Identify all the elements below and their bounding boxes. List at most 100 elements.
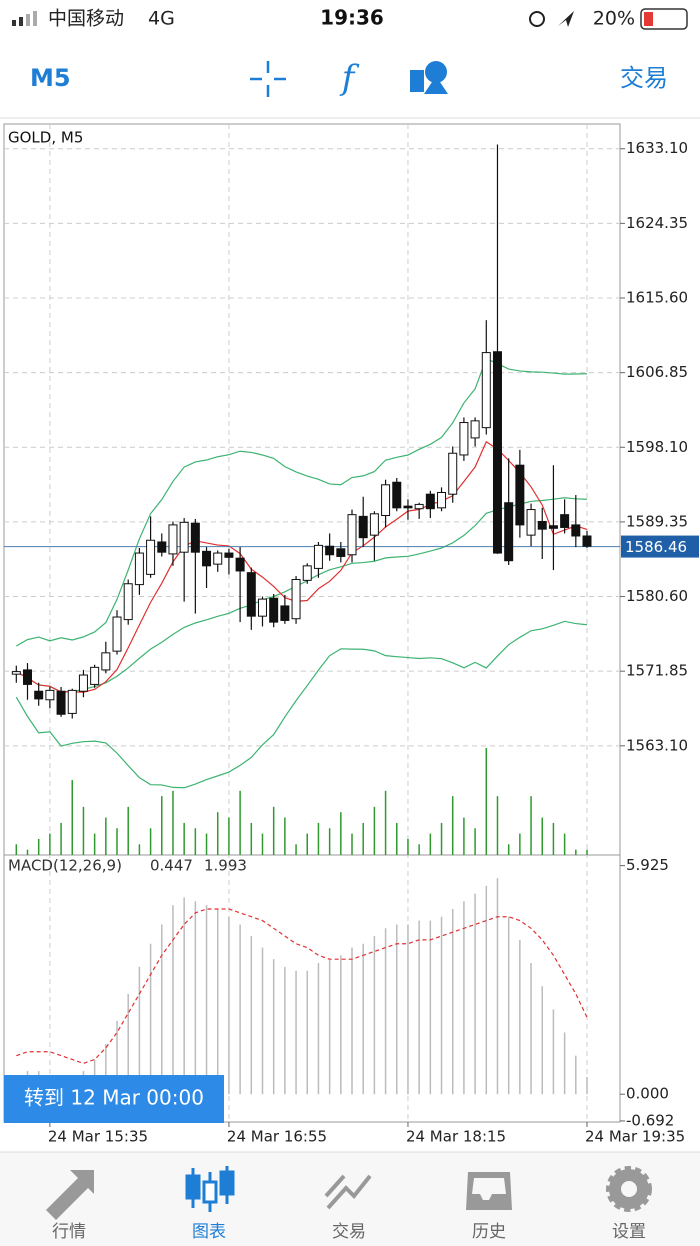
candle-body: [45, 689, 55, 701]
current-price-box: [621, 535, 699, 558]
x-tick-label: 24 Mar 18:15: [406, 1128, 506, 1146]
candle-body: [392, 481, 402, 509]
trade-icon[interactable]: [324, 1174, 372, 1210]
x-tick-label: 24 Mar 19:35: [585, 1128, 685, 1146]
candle-body: [560, 514, 570, 528]
signal-icon: [12, 11, 37, 26]
candle-body: [235, 557, 245, 572]
tab-label[interactable]: 历史: [472, 1222, 506, 1242]
candle-body: [257, 598, 267, 617]
candle-body: [369, 513, 379, 536]
candle-body: [179, 521, 189, 553]
candle-body: [425, 493, 435, 510]
battery-text: 20%: [593, 8, 635, 30]
tab-label[interactable]: 行情: [52, 1222, 86, 1242]
goto-button[interactable]: 转到 12 Mar 00:00: [24, 1086, 204, 1110]
candle-body: [437, 491, 447, 509]
chart-icon[interactable]: [185, 1166, 235, 1212]
history-icon[interactable]: [466, 1172, 512, 1210]
candle-body: [190, 522, 200, 553]
current-price-label: 1586.46: [625, 538, 687, 556]
tab-label[interactable]: 交易: [332, 1222, 366, 1242]
x-tick-label: 24 Mar 15:35: [48, 1128, 148, 1146]
candle-body: [134, 552, 144, 586]
candle-body: [381, 484, 391, 517]
candle-body: [34, 690, 44, 700]
candle-body: [280, 605, 290, 621]
candle-body: [11, 671, 21, 675]
chart-title: GOLD, M5: [8, 129, 83, 147]
timeframe-button[interactable]: M5: [30, 64, 71, 92]
candle-body: [403, 505, 413, 509]
candle-body: [537, 520, 547, 530]
macd-signal: [16, 908, 588, 1064]
crosshair-button[interactable]: [250, 61, 286, 97]
candle-body: [515, 464, 525, 526]
bollinger-upper: [16, 357, 588, 647]
x-tick-label: 24 Mar 16:55: [227, 1128, 327, 1146]
location-icon: [558, 11, 574, 27]
tab-label[interactable]: 设置: [612, 1222, 646, 1242]
chart-frame: [3, 123, 621, 1123]
trade-button[interactable]: 交易: [620, 64, 668, 92]
candle-body: [448, 452, 458, 495]
candle-body: [224, 552, 234, 558]
y-tick-label: 1633.10: [626, 139, 688, 157]
candle-body: [101, 652, 111, 671]
y-tick-label: 1563.10: [626, 736, 688, 754]
y-tick-label: 1589.35: [626, 512, 688, 530]
candle-body: [112, 616, 122, 652]
macd-signal-value: 1.993: [204, 857, 247, 875]
y-tick-label: 1580.60: [626, 587, 688, 605]
y-tick-label: 1598.10: [626, 438, 688, 456]
y-tick-label: 1615.60: [626, 289, 688, 307]
candle-body: [358, 515, 368, 539]
candle-body: [504, 502, 514, 562]
y-tick-label: 1624.35: [626, 214, 688, 232]
candle-body: [325, 545, 335, 556]
candle-body: [246, 572, 256, 617]
candle-body: [78, 674, 88, 692]
candle-body: [459, 422, 469, 456]
bollinger-lower: [15, 620, 588, 789]
macd-tick-label: -0.692: [626, 1111, 674, 1129]
objects-button[interactable]: [410, 61, 448, 94]
clock: 19:36: [320, 6, 384, 30]
candle-body: [67, 689, 77, 714]
candle-body: [313, 544, 323, 569]
quotes-icon[interactable]: [46, 1170, 94, 1220]
candle-body: [492, 351, 502, 554]
candle-body: [23, 669, 32, 685]
settings-icon[interactable]: [606, 1166, 652, 1212]
candle-body: [146, 539, 156, 575]
candle-body: [347, 514, 357, 556]
moving-average: [16, 440, 588, 693]
candle-body: [213, 552, 223, 565]
macd-label: MACD(12,26,9): [8, 857, 122, 875]
candle-body: [90, 666, 100, 685]
macd-tick-label: 5.925: [626, 856, 669, 874]
candle-body: [168, 524, 178, 555]
tab-label[interactable]: 图表: [192, 1222, 226, 1242]
y-tick-label: 1571.85: [626, 662, 688, 680]
candle-body: [123, 583, 133, 621]
goto-button-bg[interactable]: [4, 1075, 224, 1123]
network: 4G: [148, 8, 175, 30]
candle-body: [571, 524, 581, 537]
candle-body: [302, 565, 312, 581]
candle-body: [481, 352, 491, 429]
candle-body: [470, 420, 480, 439]
macd-value: 0.447: [150, 857, 193, 875]
candle-body: [56, 690, 66, 715]
bollinger-mid: [16, 497, 588, 693]
battery-icon: [640, 8, 688, 30]
carrier: 中国移动: [48, 8, 124, 30]
candle-body: [548, 525, 558, 529]
candle-body: [269, 597, 279, 623]
y-tick-label: 1606.85: [626, 363, 688, 381]
candle-body: [157, 541, 167, 553]
candle-body: [336, 548, 346, 557]
candle-body: [414, 503, 424, 510]
